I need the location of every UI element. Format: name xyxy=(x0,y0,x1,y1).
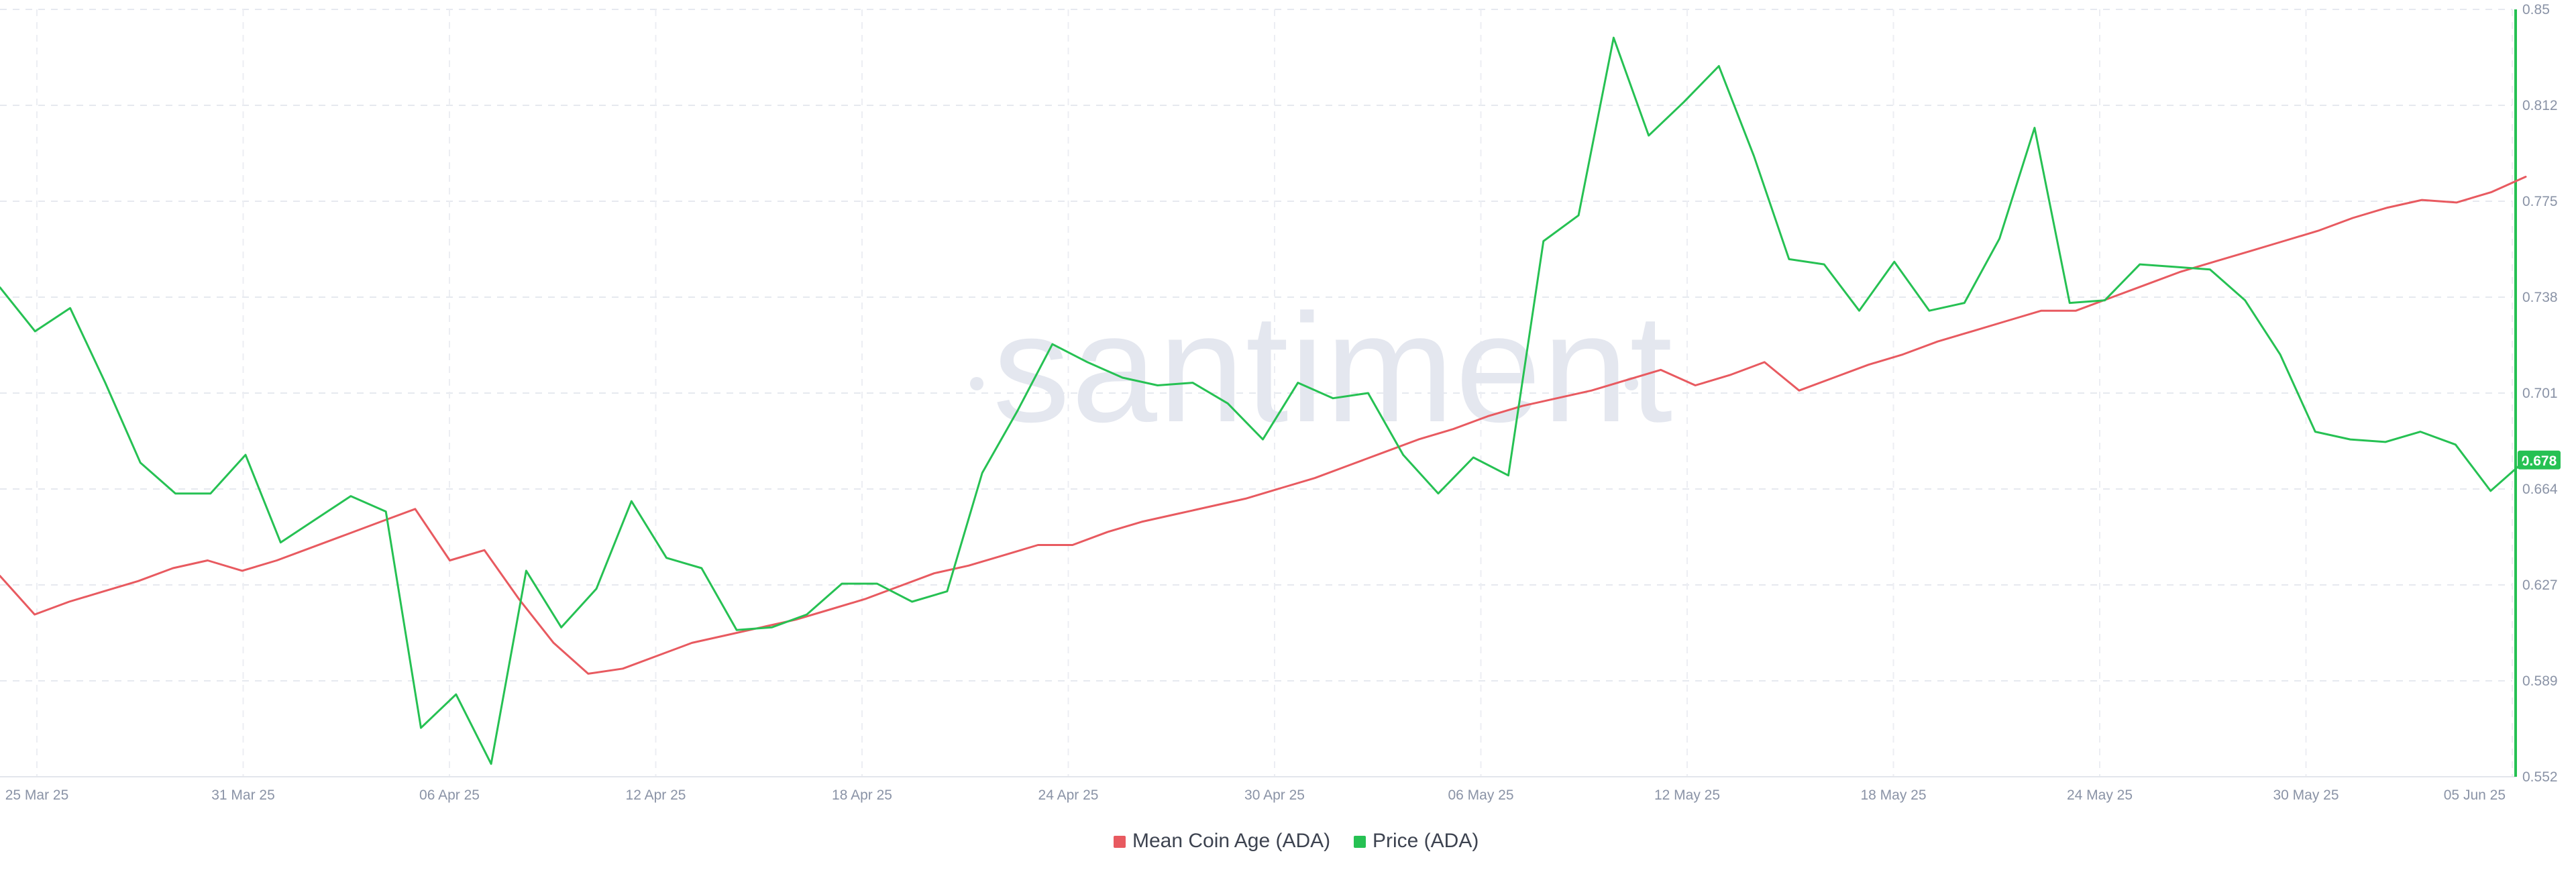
legend-label[interactable]: Price (ADA) xyxy=(1373,830,1479,852)
grid xyxy=(0,9,2513,777)
x-tick-label: 30 Apr 25 xyxy=(1244,787,1305,803)
x-tick-label: 25 Mar 25 xyxy=(5,787,69,803)
y-tick-label: 0.85 xyxy=(2522,2,2550,17)
y-tick-label: 0.701 xyxy=(2522,386,2558,401)
watermark: santiment xyxy=(993,282,1674,454)
axes: 0.85 0.812 0.775 0.738 0.701 0.664 0.627 0.589 0… xyxy=(0,2,2561,803)
x-tick-label: 31 Mar 25 xyxy=(211,787,275,803)
x-tick-label: 30 May 25 xyxy=(2273,787,2339,803)
legend-swatch xyxy=(1114,836,1126,848)
x-tick-label: 24 Apr 25 xyxy=(1038,787,1099,803)
y-tick-label: 0.589 xyxy=(2522,673,2558,689)
x-tick-label: 18 May 25 xyxy=(1860,787,1926,803)
y-tick-label: 0.664 xyxy=(2522,482,2558,497)
x-tick-label: 06 Apr 25 xyxy=(419,787,480,803)
y-tick-label: 0.738 xyxy=(2522,290,2558,305)
series xyxy=(0,36,2527,765)
x-tick-label: 06 May 25 xyxy=(1448,787,1513,803)
x-tick-label: 18 Apr 25 xyxy=(832,787,892,803)
watermark-dot-left xyxy=(970,377,983,390)
y-tick-label: 0.812 xyxy=(2522,98,2558,113)
x-tick-label: 12 May 25 xyxy=(1654,787,1720,803)
y-tick-label: 0.775 xyxy=(2522,194,2558,209)
x-tick-label: 24 May 25 xyxy=(2067,787,2133,803)
y-tick-label: 0.627 xyxy=(2522,578,2558,593)
x-tick-label: 12 Apr 25 xyxy=(626,787,686,803)
legend: Mean Coin Age (ADA) Price (ADA) xyxy=(1114,830,1479,852)
legend-label[interactable]: Mean Coin Age (ADA) xyxy=(1132,830,1330,852)
last-value-badge xyxy=(2518,450,2561,470)
x-tick-label: 05 Jun 25 xyxy=(2444,787,2506,803)
last-value-label: 0.678 xyxy=(2522,453,2557,469)
y-tick-label: 0.552 xyxy=(2522,769,2558,785)
series-line-1 xyxy=(0,36,2527,765)
legend-swatch xyxy=(1354,836,1366,848)
